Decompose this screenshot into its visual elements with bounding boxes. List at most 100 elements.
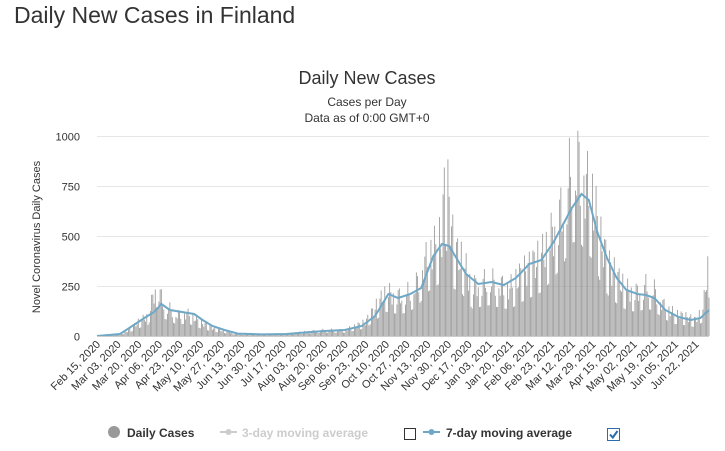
bar-daily-cases (397, 290, 399, 336)
bar-daily-cases (199, 328, 201, 336)
bar-daily-cases (429, 290, 431, 336)
bar-daily-cases (561, 231, 563, 336)
bar-daily-cases (508, 299, 510, 336)
bar-daily-cases (528, 251, 530, 336)
bar-daily-cases (596, 216, 598, 336)
bar-daily-cases (188, 316, 190, 336)
bar-daily-cases (354, 324, 355, 336)
bar-daily-cases (628, 290, 630, 336)
bar-daily-cases (334, 332, 336, 336)
bar-daily-cases (130, 331, 132, 336)
bar-daily-cases (600, 216, 602, 336)
bar-daily-cases (152, 294, 154, 336)
bar-daily-cases (197, 319, 199, 336)
bar-daily-cases (384, 286, 386, 336)
bar-daily-cases (435, 244, 437, 336)
bar-daily-cases (140, 327, 142, 336)
legend-marker-7-day (428, 429, 435, 435)
grid-lines (97, 136, 709, 287)
bar-daily-cases (536, 266, 537, 336)
bar-daily-cases (337, 330, 338, 336)
bar-daily-cases (323, 330, 325, 336)
bar-daily-cases (170, 310, 172, 336)
bar-daily-cases (537, 240, 539, 336)
y-axis-label: Novel Coronavirus Daily Cases (31, 160, 43, 313)
bar-daily-cases (156, 307, 157, 336)
bar-daily-cases (549, 250, 551, 336)
bar-daily-cases (194, 320, 196, 336)
bar-daily-cases (296, 333, 298, 336)
checkbox-7-day-average[interactable] (607, 428, 620, 441)
bar-daily-cases (701, 322, 703, 336)
bar-daily-cases (470, 306, 472, 336)
bar-daily-cases (143, 319, 145, 336)
bar-daily-cases (386, 312, 388, 336)
bar-daily-cases (521, 301, 523, 336)
bar-daily-cases (589, 256, 591, 336)
bar-daily-cases (687, 322, 689, 336)
bar-daily-cases (374, 309, 376, 336)
bar-daily-cases (548, 283, 550, 336)
bar-daily-cases (640, 310, 642, 336)
bar-daily-cases (196, 315, 197, 336)
bar-daily-cases (164, 318, 166, 336)
bar-daily-cases (318, 332, 320, 336)
bar-daily-cases (633, 311, 635, 336)
checkbox-3-day-average[interactable] (404, 428, 416, 440)
bar-daily-cases (464, 268, 466, 336)
bar-daily-cases (316, 330, 318, 336)
bar-daily-cases (576, 195, 578, 336)
bar-daily-cases (660, 302, 661, 336)
bar-daily-cases (411, 309, 412, 336)
bar-daily-cases (424, 256, 426, 336)
legend-item-3-day-average[interactable]: 3-day moving average (220, 426, 368, 440)
bar-daily-cases (385, 311, 387, 336)
bar-daily-cases (407, 281, 409, 336)
bar-daily-cases (225, 333, 227, 336)
bar-daily-cases (146, 314, 148, 336)
bar-daily-cases (663, 298, 665, 336)
bar-daily-cases (465, 253, 467, 336)
bar-daily-cases (165, 319, 167, 336)
bar-daily-cases (588, 205, 590, 336)
bar-daily-cases (238, 334, 240, 336)
chart-title: Daily New Cases (298, 68, 435, 88)
bar-daily-cases (208, 330, 210, 336)
bar-daily-cases (113, 335, 115, 336)
bar-daily-cases (267, 335, 269, 336)
bar-daily-cases (570, 176, 571, 336)
bar-daily-cases (362, 319, 364, 336)
y-tick-label: 0 (74, 332, 80, 344)
bar-daily-cases (609, 250, 610, 336)
legend-item-7-day-average[interactable]: 7-day moving average (423, 426, 572, 440)
bar-daily-cases (307, 331, 309, 336)
bar-daily-cases (258, 335, 259, 336)
bar-daily-cases (347, 328, 349, 336)
bar-daily-cases (147, 325, 149, 336)
bar-daily-cases (418, 292, 420, 336)
bar-daily-cases (564, 261, 565, 336)
bar-daily-cases (447, 159, 449, 336)
bar-daily-cases (697, 318, 699, 336)
bar-daily-cases (271, 334, 273, 336)
bar-daily-cases (572, 242, 574, 336)
bar-daily-cases (320, 331, 321, 336)
legend-item-daily-cases[interactable]: Daily Cases (108, 426, 195, 440)
bar-daily-cases (358, 323, 360, 336)
bar-daily-cases (451, 226, 452, 336)
bar-daily-cases (578, 141, 580, 336)
bar-daily-cases (181, 323, 183, 336)
bar-daily-cases (346, 330, 348, 336)
bar-daily-cases (678, 317, 680, 336)
bar-daily-cases (543, 259, 545, 336)
bar-daily-cases (653, 279, 655, 336)
bar-daily-cases (422, 270, 423, 336)
bar-daily-cases (205, 322, 207, 336)
bar-daily-cases (160, 289, 162, 336)
bar-daily-cases (550, 212, 552, 336)
bar-daily-cases (237, 333, 239, 336)
bar-daily-cases (340, 329, 342, 336)
bar-daily-cases (241, 334, 242, 336)
bar-daily-cases (227, 330, 229, 336)
